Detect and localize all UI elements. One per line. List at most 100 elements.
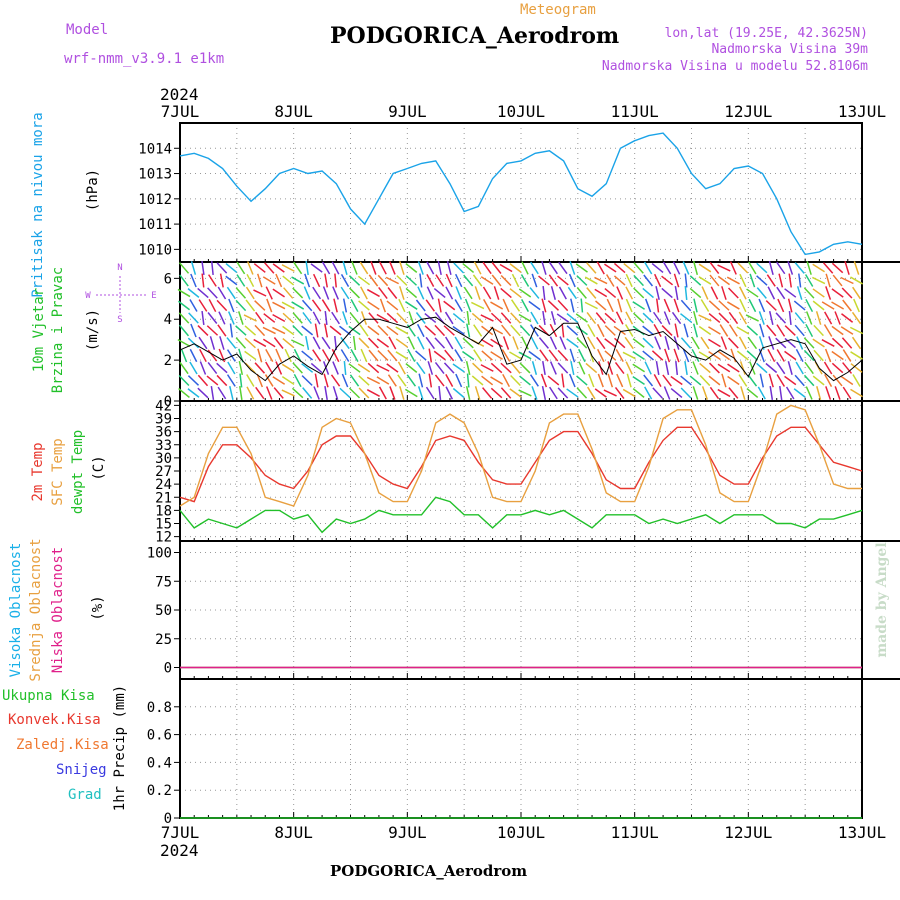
wind-arrow [738, 336, 747, 350]
wind-arrow [575, 325, 588, 336]
wind-arrow [585, 362, 598, 374]
wind-arrow [434, 324, 446, 337]
wind-arrow [683, 323, 689, 338]
wind-arrow [389, 261, 396, 275]
wind-arrow [661, 275, 674, 286]
wind-arrow [689, 375, 702, 386]
wind-arrow [788, 273, 792, 288]
elevation-label: Nadmorska Visina 39m [711, 42, 868, 57]
wind-arrow [481, 325, 494, 336]
wind-arrow [455, 373, 463, 388]
wind-arrow [342, 311, 349, 325]
wind-arrow [210, 260, 214, 276]
wind-arrow [784, 337, 796, 349]
wind-arrow [376, 313, 390, 323]
wind-arrow [376, 338, 390, 348]
wind-arrow [556, 313, 570, 323]
wind-arrow [747, 336, 758, 350]
wind-arrow [822, 262, 834, 274]
wind-arrow [530, 261, 539, 275]
wind-arrow [264, 374, 274, 387]
wind-arrow [804, 361, 814, 375]
wind-arrow [549, 323, 558, 338]
wind-arrow [502, 298, 510, 313]
wind-arrow [633, 287, 645, 299]
panel-1: 0 2 4 6 [164, 261, 863, 410]
wind-arrow [604, 338, 617, 348]
wind-arrow [541, 261, 547, 275]
wind-arrow [282, 337, 295, 349]
wind-arrow [255, 311, 265, 325]
wind-arrow [358, 387, 370, 399]
wind-arrow [245, 286, 255, 300]
wind-arrow [576, 375, 588, 386]
wind-arrow [292, 312, 303, 324]
wind-arrow [831, 288, 844, 298]
wind-arrow [257, 348, 263, 363]
wind-arrow [301, 299, 313, 312]
wind-arrow [625, 273, 633, 288]
precip-unit: 1hr Precip (mm) [112, 685, 128, 811]
y-tick-label: 1012 [138, 192, 172, 208]
precip-label-3: Zaledj.Kisa [16, 737, 109, 753]
wind-arrow [490, 362, 503, 374]
wind-arrow [756, 362, 768, 374]
wind-arrow [253, 338, 267, 348]
wind-arrow [509, 288, 522, 298]
wind-arrow [416, 323, 425, 338]
wind-arrow [653, 324, 662, 337]
wind-arrow [776, 324, 786, 337]
wind-arrow [700, 336, 710, 350]
wind-arrow [197, 374, 209, 387]
y-tick-label: 27 [155, 464, 172, 480]
wind-arrow [275, 273, 283, 288]
wind-arrow [616, 286, 624, 300]
wind-arrow [209, 336, 216, 350]
wind-arrow [831, 301, 845, 310]
wind-arrow [841, 337, 853, 349]
wind-arrow [644, 386, 653, 400]
wind-arrow [407, 336, 416, 350]
wind-arrow [480, 364, 494, 372]
wind-arrow [784, 288, 797, 298]
series-2m-temp [179, 426, 863, 503]
wind-arrow [758, 311, 765, 325]
wind-arrow [651, 350, 664, 361]
wind-arrow [367, 325, 380, 336]
wind-arrow [272, 313, 286, 323]
wind-arrow [415, 350, 427, 361]
y-tick-label: 0 [164, 811, 172, 827]
wind-arrow [377, 274, 389, 287]
wind-arrow [188, 312, 199, 324]
wind-arrow [322, 286, 330, 300]
wind-arrow [521, 336, 529, 350]
wind-arrow [691, 348, 700, 363]
wind-arrow [708, 338, 721, 348]
wind-arrow [303, 286, 311, 300]
wind-arrow [216, 374, 228, 387]
wind-arrow [739, 286, 747, 300]
wind-arrow [262, 338, 276, 348]
wind-arrow [329, 325, 342, 336]
y-tick-label: 12 [155, 530, 172, 546]
wind-arrow [437, 260, 442, 276]
wind-arrow [207, 287, 218, 299]
wind-arrow [378, 286, 388, 300]
time-tick-bottom: 7JUL [161, 823, 200, 842]
wind-arrow [684, 285, 688, 301]
wind-arrow [291, 339, 305, 347]
wind-arrow [730, 348, 737, 363]
wind-arrow [405, 301, 418, 310]
wind-arrow [377, 325, 389, 336]
wind-arrow [216, 299, 228, 312]
wind-arrow [454, 273, 463, 288]
compass-north: N [117, 263, 122, 273]
wind-arrow [550, 286, 557, 300]
wind-arrow [597, 373, 604, 388]
wind-arrow [824, 374, 833, 387]
wind-arrow [178, 312, 190, 324]
wind-arrow [454, 349, 464, 362]
wind-arrow [351, 261, 358, 275]
wind-arrow [331, 311, 340, 325]
wind-arrow [426, 286, 434, 300]
